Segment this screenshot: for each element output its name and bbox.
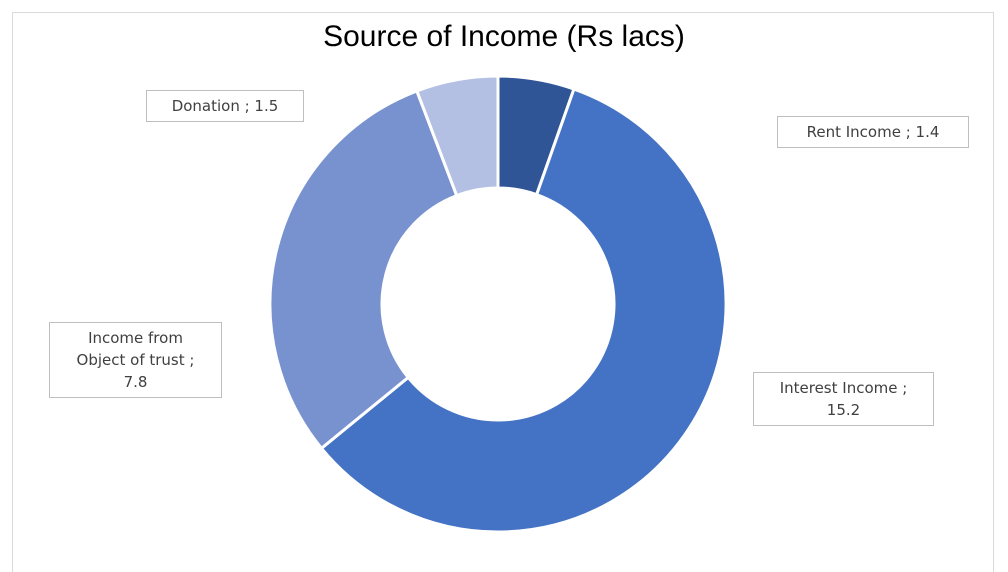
data-label-line: Interest Income ; bbox=[779, 379, 908, 397]
donut-slice-income-from-object-of-trust bbox=[268, 88, 459, 451]
data-label-rent-income: Rent Income ; 1.4 bbox=[777, 116, 969, 148]
data-label-donation: Donation ; 1.5 bbox=[146, 90, 304, 122]
data-label-line: 7.8 bbox=[123, 373, 148, 391]
data-label-income-from-object-of-trust: Income from Object of trust ; 7.8 bbox=[49, 322, 222, 398]
chart-area bbox=[12, 12, 994, 572]
chart-title: Source of Income (Rs lacs) bbox=[323, 20, 685, 53]
donut-slice-donation bbox=[414, 74, 500, 198]
donut-slice-interest-income bbox=[319, 87, 728, 534]
data-label-line: Rent Income ; 1.4 bbox=[806, 123, 940, 141]
data-label-line: Object of trust ; bbox=[76, 351, 195, 369]
data-label-interest-income: Interest Income ; 15.2 bbox=[753, 372, 934, 426]
data-label-line: Donation ; 1.5 bbox=[171, 97, 279, 115]
data-label-line: 15.2 bbox=[826, 401, 861, 419]
data-label-line: Income from bbox=[88, 329, 183, 347]
